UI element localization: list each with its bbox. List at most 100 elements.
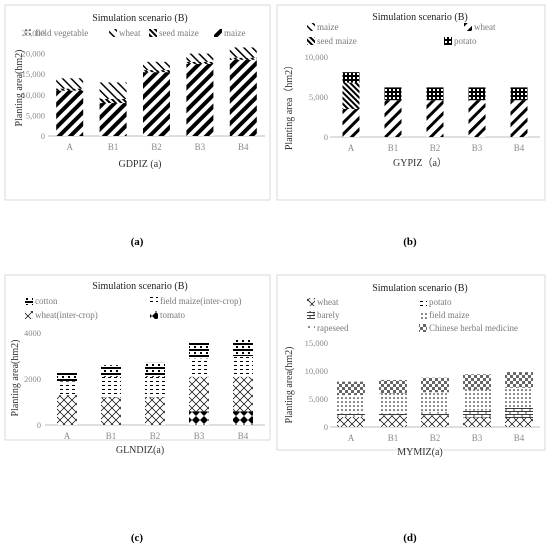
bar-segment <box>189 342 209 359</box>
bar-segment <box>505 407 533 419</box>
legend: field vegetable wheat seed maize maize <box>25 28 246 38</box>
bar-segment <box>342 72 360 83</box>
bar-segment <box>233 411 253 425</box>
panel-b: Simulation scenario (B) maize wheat seed m… <box>276 4 546 248</box>
y-tick-label: 5,000 <box>309 394 328 404</box>
legend-entry: field maize <box>429 310 469 320</box>
x-tick-label: B3 <box>194 431 205 441</box>
legend-swatch <box>149 29 157 37</box>
bar-segment <box>143 61 170 71</box>
x-tick-label: B1 <box>108 142 119 152</box>
bar-segment <box>463 410 491 418</box>
bar-segment <box>56 78 84 89</box>
bar-segment <box>189 376 209 412</box>
chart-title: Simulation scenario (B) <box>372 283 468 294</box>
bar-segment <box>101 397 121 425</box>
legend-swatch <box>464 23 472 31</box>
plot-area: 0 5,000 10,000 15,000 20,000 25,000 A B1 B2 B3 B4 <box>22 28 265 152</box>
bar-segment <box>99 103 127 136</box>
legend-swatch <box>307 37 315 45</box>
bar-segment <box>505 418 533 427</box>
plot-area: 0 5,000 10,000 A B1 B2 B3 B4 <box>305 52 540 153</box>
y-tick-label: 15,000 <box>305 338 328 348</box>
bar-segment <box>379 413 407 416</box>
bar-segment <box>145 362 165 377</box>
legend-entry: wheat(inter-crop) <box>35 310 98 320</box>
panel-frame <box>4 274 271 441</box>
panel-caption: (d) <box>403 532 417 544</box>
legend: cotton field maize(inter-crop) wheat(inter… <box>25 296 242 320</box>
panel-a: Simulation scenario (B) field vegetable w… <box>4 4 271 248</box>
bar-segment <box>384 87 402 101</box>
legend-swatch <box>150 297 158 305</box>
legend-entry: seed maize <box>159 28 199 38</box>
bar-segment <box>99 98 127 104</box>
x-tick-label: B3 <box>472 433 483 443</box>
x-axis-label: GLNDIZ(a) <box>116 445 164 456</box>
x-axis-label: MYMIZ(a) <box>397 447 443 458</box>
x-tick-label: B4 <box>514 143 525 153</box>
bar-segment <box>229 57 257 60</box>
panel-caption: (b) <box>403 236 417 248</box>
x-tick-label: B4 <box>238 142 249 152</box>
panel-frame <box>4 4 271 201</box>
bar-segment <box>233 356 253 377</box>
legend-swatch <box>419 324 427 332</box>
legend-swatch <box>419 298 427 306</box>
panel-c: Simulation scenario (B) cotton field maiz… <box>4 274 271 544</box>
x-tick-label: A <box>66 142 73 152</box>
y-tick-label: 4000 <box>24 328 41 338</box>
y-tick-label: 5,000 <box>309 92 328 102</box>
bar-segment <box>421 377 449 393</box>
x-axis-label: GYPIZ（a） <box>393 157 447 169</box>
legend-entry: Chinese herbal medicine <box>429 323 518 333</box>
y-tick-label: 20,000 <box>22 49 45 59</box>
bar-segment <box>342 109 360 137</box>
legend-entry: wheat <box>119 28 141 38</box>
bar-segment <box>337 416 365 427</box>
bar-segment <box>337 395 365 413</box>
bar-segment <box>186 53 214 62</box>
bar-segment <box>56 90 84 136</box>
legend-swatch <box>25 311 33 319</box>
legend-entry: potato <box>454 36 477 46</box>
legend-swatch <box>109 29 117 37</box>
bar-segment <box>101 365 121 377</box>
bar-segment <box>186 61 214 64</box>
legend-entry: field vegetable <box>35 28 88 38</box>
y-tick-label: 0 <box>37 420 41 430</box>
x-tick-label: B1 <box>388 433 399 443</box>
y-tick-label: 5,000 <box>26 110 45 120</box>
panel-caption: (a) <box>131 236 144 248</box>
bar-segment <box>229 59 257 136</box>
legend-swatch <box>419 311 427 319</box>
bar-segment <box>379 379 407 394</box>
x-tick-label: B4 <box>238 431 249 441</box>
bar-segment <box>233 339 253 356</box>
chart-title: Simulation scenario (B) <box>92 13 188 24</box>
x-tick-label: A <box>348 433 355 443</box>
bar-segment <box>337 381 365 396</box>
legend-swatch <box>307 324 315 332</box>
legend: wheat potato barely field maize rapeseed Chin… <box>307 297 518 333</box>
legend-swatch <box>214 29 222 37</box>
legend: maize wheat seed maize potato <box>307 22 496 46</box>
x-tick-label: A <box>64 431 71 441</box>
panel-frame <box>276 4 546 201</box>
bar-segment <box>99 82 127 99</box>
x-tick-label: B3 <box>472 143 483 153</box>
legend-swatch <box>150 311 158 319</box>
x-tick-label: B2 <box>430 143 441 153</box>
legend-entry: rapeseed <box>317 323 349 333</box>
panel-d: Simulation scenario (B) wheat potato barel… <box>276 274 546 544</box>
legend-entry: maize <box>224 28 246 38</box>
x-tick-label: B3 <box>195 142 206 152</box>
bar-segment <box>229 47 257 58</box>
legend-entry: potato <box>429 297 452 307</box>
chart-title: Simulation scenario (B) <box>372 12 468 23</box>
chart-title: Simulation scenario (B) <box>92 281 188 292</box>
bar-segment <box>426 87 444 101</box>
y-axis-label: Planting area(hm2) <box>14 50 25 127</box>
legend-swatch <box>307 311 315 319</box>
bar-segment <box>463 374 491 390</box>
